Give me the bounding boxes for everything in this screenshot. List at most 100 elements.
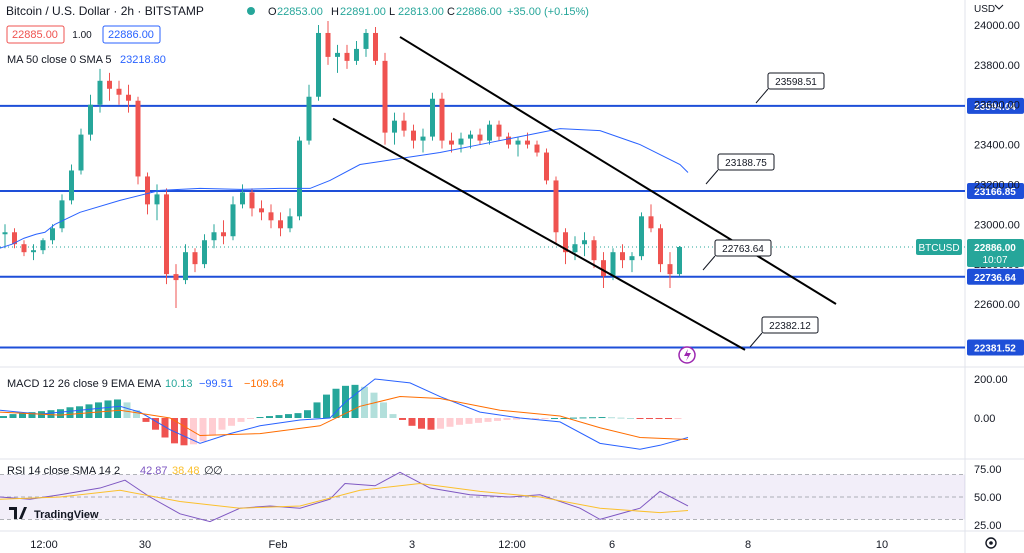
- x-tick-label: 6: [609, 539, 615, 551]
- candle-body: [31, 250, 36, 253]
- candle-body: [449, 140, 454, 145]
- candle-body: [496, 124, 502, 137]
- candle-body: [515, 140, 521, 145]
- ohlc-key: O: [268, 6, 277, 18]
- macd-histogram-bar: [674, 418, 682, 419]
- macd-histogram-bar: [95, 402, 102, 418]
- macd-histogram-bar: [180, 418, 188, 446]
- candle-body: [354, 48, 359, 61]
- sell-button[interactable]: [6, 25, 65, 44]
- candle-body: [268, 212, 274, 221]
- candle-body: [116, 88, 122, 95]
- candle-body: [477, 134, 483, 141]
- macd-histogram-bar: [294, 413, 302, 418]
- candle-body: [373, 32, 378, 61]
- macd-histogram-bar: [161, 418, 169, 438]
- macd-histogram-bar: [313, 402, 321, 418]
- macd-histogram-bar: [427, 418, 435, 430]
- candle-body: [183, 252, 188, 281]
- symbol-badge-label: BTCUSD: [918, 243, 959, 254]
- lightning-icon: [684, 349, 691, 361]
- x-tick-label: 10: [876, 539, 888, 551]
- macd-histogram-bar: [0, 416, 7, 418]
- callout-box: [714, 239, 772, 257]
- macd-histogram-bar: [589, 417, 596, 419]
- x-tick-label: 12:00: [30, 539, 58, 551]
- macd-histogram-bar: [551, 418, 558, 419]
- candle-body: [629, 256, 635, 261]
- candle-body: [667, 264, 673, 275]
- rsi-y-tick-label: 75.00: [974, 464, 1002, 476]
- macd-histogram-bar: [399, 418, 406, 420]
- candle-body: [325, 32, 331, 57]
- callout-leader: [705, 169, 719, 185]
- candle-body: [591, 240, 597, 261]
- currency-selector[interactable]: USD: [974, 4, 995, 15]
- candle-body: [69, 170, 74, 201]
- ohlc-value: 22813.00: [398, 6, 444, 18]
- callout-box: [717, 153, 775, 171]
- candle-body: [553, 180, 559, 233]
- macd-histogram-bar: [323, 394, 330, 418]
- tradingview-logo-icon: [9, 507, 27, 519]
- macd-histogram-bar: [627, 418, 634, 419]
- macd-histogram-bar: [228, 418, 235, 426]
- macd-histogram-bar: [608, 417, 615, 419]
- macd-histogram-bar: [218, 418, 226, 430]
- candle-body: [192, 252, 198, 265]
- candle-body: [59, 200, 65, 229]
- chart-title: Bitcoin / U.S. Dollar · 2h · BITSTAMP: [6, 4, 204, 18]
- callout-leader: [755, 88, 769, 104]
- candle-body: [572, 244, 578, 253]
- macd-histogram-bar: [190, 418, 197, 445]
- candle-body: [221, 232, 226, 237]
- macd-histogram-bar: [152, 418, 159, 430]
- ohlc-value: 22891.00: [340, 6, 386, 18]
- callout-leader: [749, 332, 763, 348]
- macd-histogram-bar: [361, 386, 368, 418]
- buy-button[interactable]: [102, 25, 161, 44]
- ohlc-key: H: [331, 6, 339, 18]
- candle-body: [563, 232, 568, 253]
- callout-label: 23598.51: [775, 77, 817, 88]
- macd-histogram-bar: [389, 414, 397, 418]
- candle-body: [21, 244, 27, 253]
- y-tick-label: 23800.00: [974, 60, 1020, 72]
- y-tick-label: 23000.00: [974, 219, 1020, 231]
- macd-histogram-bar: [532, 418, 539, 419]
- rsi-empty-1: ∅: [204, 465, 214, 477]
- candle-body: [335, 52, 340, 57]
- macd-histogram-bar: [47, 410, 55, 418]
- candle-body: [525, 140, 530, 145]
- macd-histogram-bar: [256, 417, 264, 419]
- x-tick-label: 12:00: [498, 539, 526, 551]
- ohlc-value: 22853.00: [277, 6, 323, 18]
- settings-gear-icon[interactable]: [985, 537, 997, 549]
- rsi-ma-line: [0, 483, 689, 514]
- ma-indicator-value: 23218.80: [120, 54, 166, 66]
- macd-indicator-label: MACD 12 26 close 9 EMA EMA: [7, 378, 162, 390]
- candle-body: [382, 60, 388, 133]
- rsi-band: [0, 474, 965, 520]
- candle-body: [648, 216, 654, 229]
- x-tick-label: 8: [745, 539, 751, 551]
- macd-histogram-bar: [456, 418, 463, 425]
- macd-line: [0, 378, 689, 450]
- candle-body: [458, 138, 464, 145]
- macd-histogram-bar: [494, 418, 501, 421]
- callout-label: 22763.64: [722, 244, 764, 255]
- macd-histogram-bar: [209, 418, 216, 436]
- macd-histogram-bar: [370, 392, 378, 418]
- candle-body: [278, 220, 283, 229]
- candle-body: [401, 120, 407, 131]
- macd-histogram-bar: [503, 418, 511, 420]
- macd-histogram-bar: [66, 407, 74, 418]
- candle-body: [259, 208, 264, 213]
- callout-label: 23188.75: [725, 158, 767, 169]
- candle-body: [154, 194, 160, 205]
- macd-signal-line: [0, 396, 689, 440]
- candle-body: [639, 216, 644, 257]
- macd-histogram-bar: [104, 400, 112, 418]
- candle-body: [211, 232, 217, 241]
